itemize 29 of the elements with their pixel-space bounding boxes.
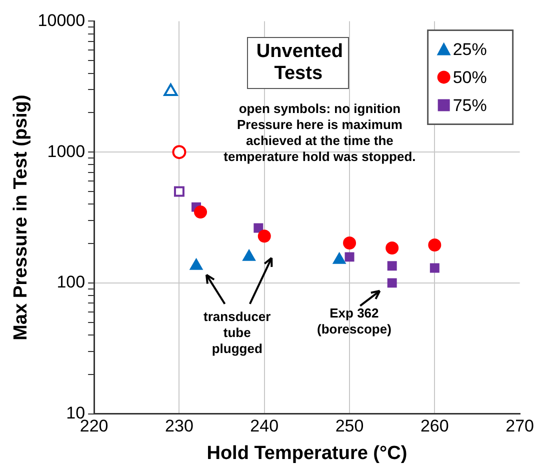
x-tick-label: 230 — [165, 416, 194, 436]
point — [254, 223, 264, 233]
legend-label: 25% — [452, 40, 487, 59]
point — [258, 230, 271, 243]
x-tick-label: 250 — [335, 416, 364, 436]
point — [172, 145, 186, 160]
y-tick-label: 100 — [56, 272, 86, 292]
legend-label: 50% — [452, 68, 487, 87]
point — [344, 252, 354, 262]
point — [430, 263, 440, 273]
x-tick-label: 240 — [250, 416, 279, 436]
x-tick-label: 270 — [506, 416, 534, 436]
point — [387, 261, 397, 271]
y-tick-label: 10000 — [38, 10, 86, 30]
y-tick-label: 1000 — [47, 142, 86, 161]
y-axis-title: Max Pressure in Test (psig) — [10, 94, 32, 340]
point — [428, 238, 442, 252]
annotation: Exp 362 (borescope) — [317, 305, 392, 336]
annotation: transducer tube plugged — [204, 309, 271, 356]
x-axis-title: Hold Temperature (°C) — [206, 442, 408, 464]
legend-label: 75% — [452, 96, 487, 115]
text: Unvented Tests — [247, 37, 350, 90]
point — [343, 236, 356, 250]
x-tick-label: 260 — [420, 416, 449, 436]
point — [174, 186, 184, 197]
annotation: open symbols: no ignition Pressure here is maximum achieved at the time the temperature hold was stopped. — [224, 101, 416, 164]
point — [194, 206, 208, 219]
point — [387, 278, 397, 288]
point — [386, 241, 399, 254]
